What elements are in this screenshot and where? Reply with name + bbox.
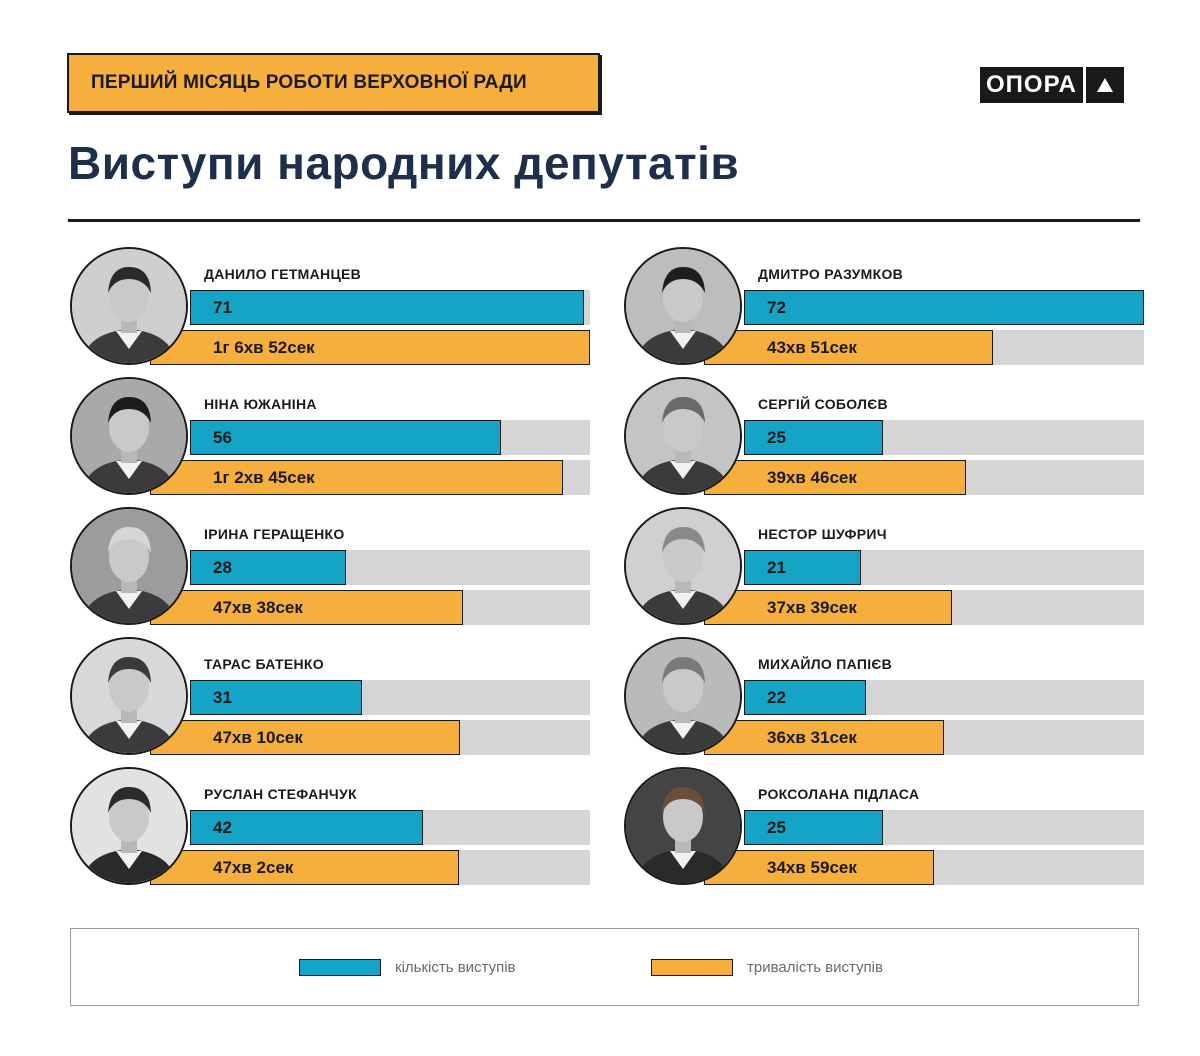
count-bar: 28 xyxy=(190,550,346,585)
count-bar: 22 xyxy=(744,680,866,715)
page-title: Виступи народних депутатів xyxy=(68,137,740,189)
legend-swatch-count xyxy=(299,959,381,976)
header-subtitle: ПЕРШИЙ МІСЯЦЬ РОБОТИ ВЕРХОВНОЇ РАДИ xyxy=(91,72,527,93)
deputy-name: РОКСОЛАНА ПІДЛАСА xyxy=(758,786,920,802)
portrait-photo xyxy=(624,377,742,495)
legend: кількість виступів тривалість виступів xyxy=(70,928,1139,1006)
count-bar: 56 xyxy=(190,420,501,455)
portrait-photo xyxy=(70,637,188,755)
deputy-name: ДАНИЛО ГЕТМАНЦЕВ xyxy=(204,266,362,282)
deputy-name: ТАРАС БАТЕНКО xyxy=(204,656,324,672)
count-bar: 25 xyxy=(744,420,883,455)
legend-item-count: кількість виступів xyxy=(299,959,516,976)
deputy-name: НІНА ЮЖАНІНА xyxy=(204,396,317,412)
deputy-entry: РОКСОЛАНА ПІДЛАСА 25 34хв 59сек xyxy=(624,767,1144,893)
deputy-name: ДМИТРО РАЗУМКОВ xyxy=(758,266,904,282)
legend-label-duration: тривалість виступів xyxy=(747,959,883,976)
deputy-name: НЕСТОР ШУФРИЧ xyxy=(758,526,887,542)
duration-bar: 47хв 10сек xyxy=(150,720,460,755)
deputy-entry: ТАРАС БАТЕНКО 31 47хв 10сек xyxy=(70,637,590,763)
duration-bar: 1г 2хв 45сек xyxy=(150,460,563,495)
deputy-name: СЕРГІЙ СОБОЛЄВ xyxy=(758,396,888,412)
duration-bar: 39хв 46сек xyxy=(704,460,966,495)
portrait-photo xyxy=(70,507,188,625)
portrait-photo xyxy=(70,247,188,365)
deputy-entry: ІРИНА ГЕРАЩЕНКО 28 47хв 38сек xyxy=(70,507,590,633)
triangle-icon xyxy=(1085,67,1124,103)
duration-bar: 1г 6хв 52сек xyxy=(150,330,590,365)
count-bar: 42 xyxy=(190,810,423,845)
deputy-entry: СЕРГІЙ СОБОЛЄВ 25 39хв 46сек xyxy=(624,377,1144,503)
duration-bar: 36хв 31сек xyxy=(704,720,944,755)
portrait-photo xyxy=(70,377,188,495)
legend-item-duration: тривалість виступів xyxy=(651,959,883,976)
legend-swatch-duration xyxy=(651,959,733,976)
portrait-photo xyxy=(624,637,742,755)
deputy-entry: ДАНИЛО ГЕТМАНЦЕВ 71 1г 6хв 52сек xyxy=(70,247,590,373)
count-bar: 25 xyxy=(744,810,883,845)
deputy-entry: НЕСТОР ШУФРИЧ 21 37хв 39сек xyxy=(624,507,1144,633)
logo-text: ОПОРА xyxy=(980,67,1083,103)
duration-bar: 47хв 2сек xyxy=(150,850,459,885)
deputy-entry: НІНА ЮЖАНІНА 56 1г 2хв 45сек xyxy=(70,377,590,503)
duration-bar: 34хв 59сек xyxy=(704,850,934,885)
deputy-name: МИХАЙЛО ПАПІЄВ xyxy=(758,656,893,672)
legend-label-count: кількість виступів xyxy=(395,959,516,976)
duration-bar: 47хв 38сек xyxy=(150,590,463,625)
duration-bar: 43хв 51сек xyxy=(704,330,993,365)
deputy-name: ІРИНА ГЕРАЩЕНКО xyxy=(204,526,345,542)
portrait-photo xyxy=(624,767,742,885)
deputy-name: РУСЛАН СТЕФАНЧУК xyxy=(204,786,357,802)
portrait-photo xyxy=(70,767,188,885)
count-bar: 72 xyxy=(744,290,1144,325)
count-bar: 31 xyxy=(190,680,362,715)
header-banner: ПЕРШИЙ МІСЯЦЬ РОБОТИ ВЕРХОВНОЇ РАДИ xyxy=(67,53,600,113)
portrait-photo xyxy=(624,247,742,365)
portrait-photo xyxy=(624,507,742,625)
count-bar: 21 xyxy=(744,550,861,585)
duration-bar: 37хв 39сек xyxy=(704,590,952,625)
title-divider xyxy=(68,219,1140,222)
deputy-entry: РУСЛАН СТЕФАНЧУК 42 47хв 2сек xyxy=(70,767,590,893)
deputy-entry: МИХАЙЛО ПАПІЄВ 22 36хв 31сек xyxy=(624,637,1144,763)
opora-logo: ОПОРА xyxy=(980,67,1124,103)
deputy-entry: ДМИТРО РАЗУМКОВ 72 43хв 51сек xyxy=(624,247,1144,373)
count-bar: 71 xyxy=(190,290,584,325)
